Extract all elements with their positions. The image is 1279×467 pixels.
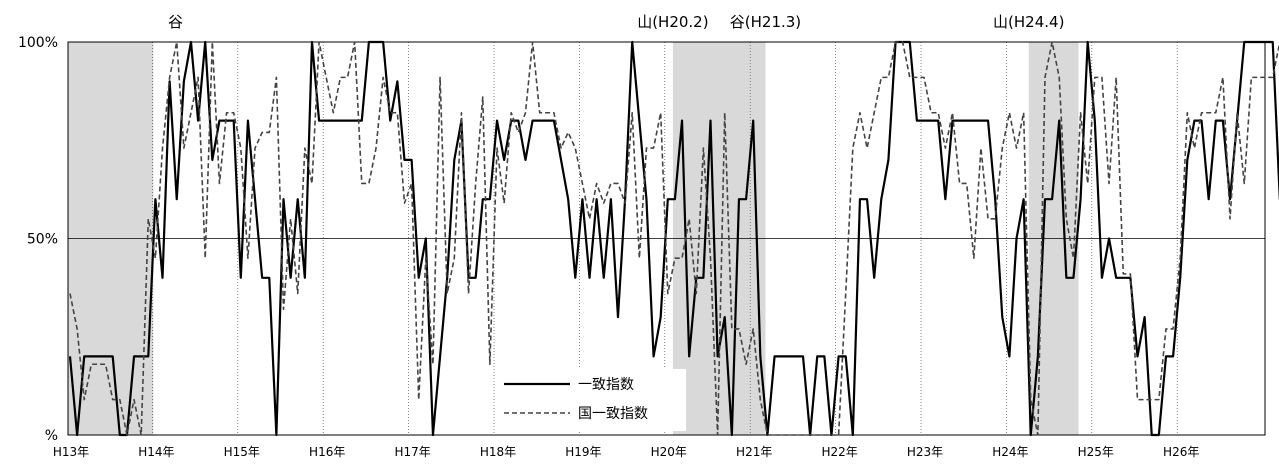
y-tick-label-1: 50% bbox=[27, 232, 58, 248]
cycle-label-3: 山(H24.4) bbox=[993, 13, 1064, 31]
legend-background bbox=[496, 369, 686, 431]
cycle-label-2: 谷(H21.3) bbox=[730, 13, 801, 31]
x-tick-label-8: H21年 bbox=[736, 445, 772, 459]
series-line-0 bbox=[68, 40, 1279, 437]
x-tick-label-7: H20年 bbox=[651, 445, 687, 459]
series-line-1 bbox=[69, 41, 1279, 436]
legend-label-national: 国一致指数 bbox=[578, 406, 648, 422]
legend: 一致指数 国一致指数 bbox=[496, 369, 686, 431]
x-tick-label-13: H26年 bbox=[1163, 445, 1199, 459]
x-axis-ticks: H13年 H14年 H15年 H16年 H17年 H18年 H19年 H20年 H21年 H22年… bbox=[53, 445, 1199, 459]
business-cycle-labels: 谷 山(H20.2) 谷(H21.3) 山(H24.4) bbox=[168, 13, 1064, 31]
y-tick-label-2: % bbox=[45, 428, 58, 444]
x-tick-label-11: H24年 bbox=[992, 445, 1028, 459]
x-tick-label-9: H22年 bbox=[821, 445, 857, 459]
x-tick-label-5: H18年 bbox=[480, 445, 516, 459]
y-tick-label-0: 100% bbox=[18, 35, 58, 51]
cycle-label-1: 山(H20.2) bbox=[637, 13, 708, 31]
plot-frame bbox=[67, 41, 1266, 436]
series-lines bbox=[68, 40, 1279, 437]
legend-label-coincident: 一致指数 bbox=[578, 377, 634, 393]
x-tick-label-10: H23年 bbox=[907, 445, 943, 459]
x-tick-label-6: H19年 bbox=[565, 445, 601, 459]
x-tick-label-4: H17年 bbox=[394, 445, 430, 459]
x-tick-label-12: H25年 bbox=[1078, 445, 1114, 459]
cycle-label-0: 谷 bbox=[168, 13, 183, 31]
x-tick-label-3: H16年 bbox=[309, 445, 345, 459]
y-axis-ticks: 100% 50%% bbox=[18, 35, 58, 444]
x-tick-label-0: H13年 bbox=[53, 445, 89, 459]
x-tick-label-1: H14年 bbox=[138, 445, 174, 459]
x-tick-label-2: H15年 bbox=[224, 445, 260, 459]
